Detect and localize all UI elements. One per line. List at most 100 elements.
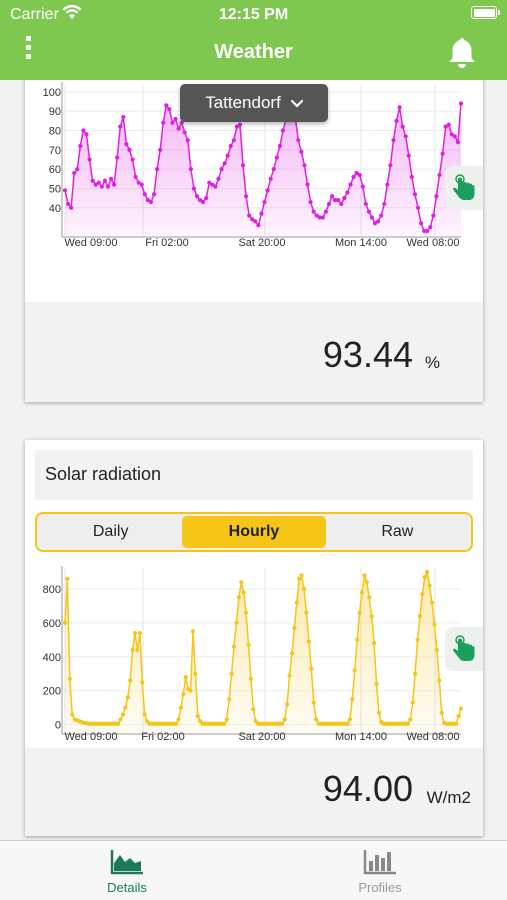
data-point (362, 573, 367, 578)
data-point (246, 642, 251, 648)
solar-chart-area: 0 200 400 600 800 Wed 09:00 Fri 02:00 Sat 20:00… (25, 564, 483, 748)
data-point (222, 721, 227, 726)
tab-details[interactable]: Details (67, 849, 187, 895)
data-point (148, 199, 154, 205)
data-point (65, 576, 70, 581)
data-point (116, 721, 121, 726)
data-point (93, 182, 98, 187)
tab-profiles[interactable]: Profiles (320, 849, 440, 895)
data-point (65, 201, 71, 207)
data-point (355, 637, 360, 642)
data-point (191, 186, 197, 191)
tab-hourly[interactable]: Hourly (182, 516, 326, 548)
y-tick-label: 50 (49, 183, 61, 195)
data-point (241, 590, 246, 595)
data-point (170, 120, 175, 125)
data-point (299, 149, 304, 154)
data-point (158, 147, 163, 152)
data-point (352, 668, 357, 673)
data-point (125, 695, 130, 700)
data-point (280, 721, 285, 726)
data-point (372, 221, 378, 226)
data-point (348, 182, 353, 187)
series-line (64, 569, 462, 725)
data-point (314, 717, 319, 722)
data-point (357, 610, 362, 615)
data-point (154, 167, 160, 172)
chart-interact-icon[interactable] (445, 627, 483, 671)
tab-raw[interactable]: Raw (381, 523, 414, 540)
data-point (427, 583, 432, 588)
data-point (178, 705, 184, 710)
data-point (282, 717, 287, 722)
data-point (90, 178, 95, 183)
tab-profiles-label: Profiles (358, 880, 402, 895)
data-point (420, 591, 425, 597)
data-point (360, 184, 365, 189)
data-point (231, 138, 236, 143)
data-point (374, 681, 379, 687)
data-point (425, 569, 430, 575)
bell-icon[interactable] (447, 36, 477, 75)
chart-interact-icon[interactable] (445, 166, 483, 210)
solar-unit: W/m2 (426, 788, 471, 807)
data-point (135, 647, 140, 653)
data-point (345, 721, 350, 726)
data-point (118, 717, 123, 722)
data-point (292, 625, 297, 631)
data-point (425, 228, 430, 234)
data-point (422, 574, 427, 580)
data-point (183, 675, 188, 680)
data-point (127, 147, 132, 152)
data-point (219, 167, 224, 172)
data-point (176, 717, 181, 722)
data-point (62, 188, 68, 193)
solar-card-title: Solar radiation (35, 450, 473, 500)
data-point (247, 213, 252, 218)
chevron-down-icon (290, 93, 303, 113)
data-point (142, 192, 147, 197)
data-point (452, 134, 457, 139)
data-point (222, 161, 227, 166)
area-chart-icon (110, 850, 144, 878)
x-tick-label: Sat 20:00 (238, 731, 285, 743)
tab-details-label: Details (107, 880, 147, 895)
humidity-chart: 40 50 60 70 80 90 100 Wed 09:00 Fri 02:00 Sat 20:… (43, 82, 464, 249)
data-point (432, 622, 437, 627)
x-tick-label: Fri 02:00 (145, 237, 188, 249)
data-point (236, 595, 241, 600)
data-point (102, 178, 108, 183)
data-point (274, 155, 279, 160)
data-point (285, 702, 290, 707)
more-vertical-icon[interactable] (22, 36, 36, 64)
data-point (182, 130, 187, 135)
location-selector[interactable]: Tattendorf (180, 84, 328, 122)
data-point (227, 697, 232, 702)
data-point (376, 710, 382, 715)
data-point (455, 140, 461, 145)
data-point (347, 717, 353, 722)
data-point (308, 199, 313, 205)
data-point (62, 620, 68, 625)
data-point (108, 176, 114, 181)
data-point (96, 180, 101, 185)
data-point (120, 712, 126, 717)
data-point (72, 170, 77, 176)
data-point (369, 613, 374, 619)
data-point (228, 143, 233, 149)
tab-daily[interactable]: Daily (92, 523, 129, 540)
y-tick-label: 100 (43, 87, 61, 99)
data-point (449, 132, 454, 137)
y-tick-label: 800 (43, 584, 61, 596)
data-point (277, 143, 282, 149)
data-point (418, 221, 424, 226)
data-point (357, 172, 362, 178)
data-point (151, 192, 157, 197)
data-point (394, 118, 399, 123)
carrier-label: Carrier (10, 6, 59, 23)
data-point (287, 673, 292, 678)
data-point (382, 201, 387, 207)
content-scroll[interactable]: Tattendorf 40 50 60 70 80 90 100 Wed 09:00 Fri 0… (0, 80, 507, 840)
data-point (145, 197, 150, 203)
data-point (167, 107, 172, 112)
